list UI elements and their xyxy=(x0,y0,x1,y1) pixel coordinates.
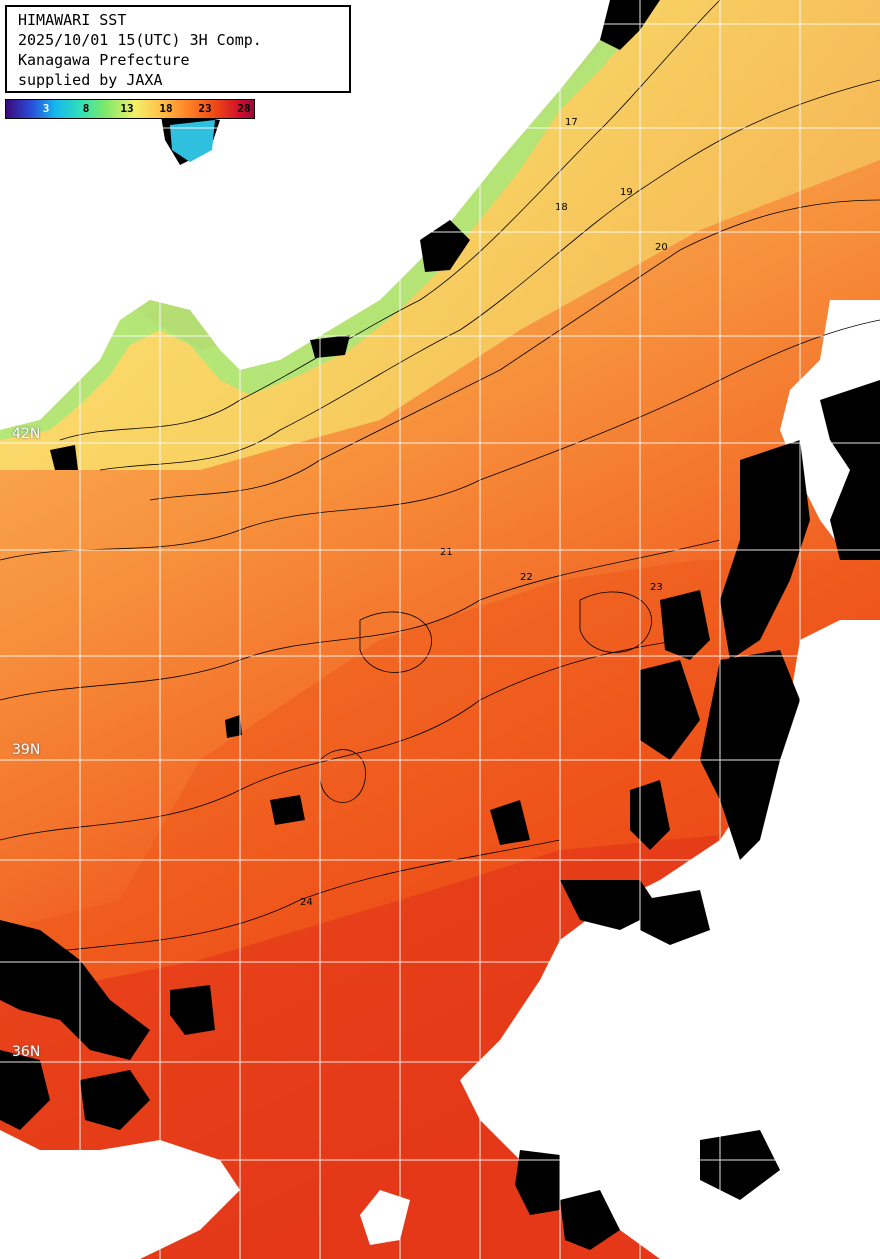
title-datetime: 2025/10/01 15(UTC) 3H Comp. xyxy=(18,31,262,49)
title-product: HIMAWARI SST xyxy=(18,11,127,29)
cloud-patch xyxy=(490,800,530,845)
lat-label-42n: 42N xyxy=(12,426,41,442)
temperature-colorbar: 3 8 13 18 23 28 xyxy=(5,99,255,119)
contour-label: 21 xyxy=(440,547,453,558)
colorbar-label: 3 xyxy=(42,102,50,115)
cloud-patch xyxy=(80,1070,150,1130)
contour-label: 24 xyxy=(300,897,313,908)
cloud-patch xyxy=(820,380,880,560)
colorbar-label: 13 xyxy=(120,102,134,115)
cloud-patch xyxy=(270,795,305,825)
isotherm-loop xyxy=(579,591,652,653)
isotherm-18 xyxy=(59,0,721,441)
lat-label-39n: 39N xyxy=(12,742,41,758)
title-supplier: supplied by JAXA xyxy=(18,71,163,89)
contour-label: 20 xyxy=(655,242,668,253)
lat-label-36n: 36N xyxy=(12,1044,41,1060)
cloud-patch xyxy=(640,890,710,945)
contour-label: 17 xyxy=(565,117,578,128)
cloud-patch xyxy=(560,1190,620,1250)
contour-label: 18 xyxy=(555,202,568,213)
cloud-patch xyxy=(420,220,470,272)
contour-label: 19 xyxy=(620,187,633,198)
cloud-patch xyxy=(170,985,215,1035)
cloud-patch xyxy=(640,660,700,760)
cloud-patch xyxy=(560,880,660,930)
cloud-patch xyxy=(660,590,710,660)
cloud-patch xyxy=(600,0,660,50)
cloud-patch xyxy=(515,1150,560,1215)
land-tsushima xyxy=(360,1190,410,1245)
contour-labels: 17 18 19 20 21 22 23 24 xyxy=(300,117,668,908)
contour-label: 23 xyxy=(650,582,663,593)
title-box: HIMAWARI SST 2025/10/01 15(UTC) 3H Comp.… xyxy=(5,5,351,93)
colorbar-label: 18 xyxy=(159,102,173,115)
title-prefecture: Kanagawa Prefecture xyxy=(18,51,190,69)
isotherm-23 xyxy=(0,639,681,841)
land-korea xyxy=(0,1130,240,1259)
cloud-patch xyxy=(0,1050,50,1130)
cloud-patch xyxy=(0,920,150,1060)
colorbar-label: 8 xyxy=(82,102,90,115)
colorbar-label: 28 xyxy=(237,102,251,115)
contour-label: 22 xyxy=(520,572,533,583)
isotherm-20 xyxy=(149,199,880,501)
isotherm-19 xyxy=(99,79,880,471)
isotherm-loop xyxy=(319,749,366,803)
cloud-patch xyxy=(225,715,242,738)
isotherm-loop xyxy=(359,611,432,673)
isotherm-24 xyxy=(0,839,561,961)
colorbar-label: 23 xyxy=(198,102,212,115)
coastal-cool-strip xyxy=(0,0,660,440)
isotherm-contours xyxy=(0,0,880,961)
cloud-patch xyxy=(700,650,800,860)
cloud-patch xyxy=(50,445,78,470)
cold-water-patch xyxy=(170,120,215,162)
